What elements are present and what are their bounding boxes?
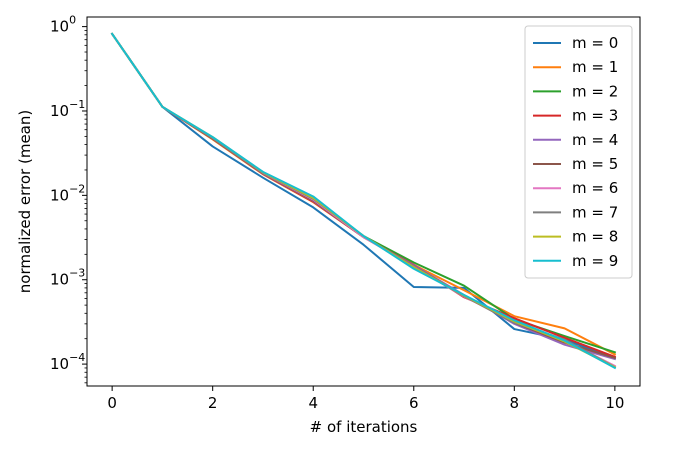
x-axis-label: # of iterations [310, 418, 418, 436]
legend-label-m1: m = 1 [572, 58, 618, 76]
plot-area-frame [86, 16, 641, 387]
series-layer [110, 32, 617, 370]
y-axis-label: normalized error (mean) [16, 110, 34, 293]
legend: m = 0 m = 1 m = 2 m = 3 m = 4 m = 5 m = 6 m = 7… [524, 25, 633, 279]
legend-label-m9: m = 9 [572, 252, 618, 270]
legend-label-m7: m = 7 [572, 203, 618, 221]
x-tick-label: 0 [107, 394, 117, 412]
series-line-m9 [110, 32, 617, 370]
x-tick-label: 6 [409, 394, 419, 412]
legend-label-m4: m = 4 [572, 131, 618, 149]
y-tick-label: 100 [50, 14, 76, 36]
legend-label-m6: m = 6 [572, 179, 618, 197]
series-line-m0 [110, 32, 617, 360]
legend-label-m0: m = 0 [572, 34, 618, 52]
y-tick-label: 10−2 [50, 182, 85, 204]
x-tick-label: 10 [605, 394, 624, 412]
x-tick-label: 4 [308, 394, 318, 412]
y-tick-label: 10−1 [50, 98, 85, 120]
x-axis: 0 2 4 6 8 10 [107, 386, 624, 412]
y-tick-label: 10−3 [50, 267, 85, 289]
x-tick-label: 2 [208, 394, 218, 412]
y-tick-label: 10−4 [50, 351, 85, 373]
y-axis: 10−4 10−3 10−2 10−1 100 [50, 14, 87, 384]
legend-label-m3: m = 3 [572, 107, 618, 125]
legend-label-m2: m = 2 [572, 82, 618, 100]
x-tick-label: 8 [510, 394, 520, 412]
legend-label-m5: m = 5 [572, 155, 618, 173]
legend-label-m8: m = 8 [572, 228, 618, 246]
legend-frame [524, 25, 633, 279]
